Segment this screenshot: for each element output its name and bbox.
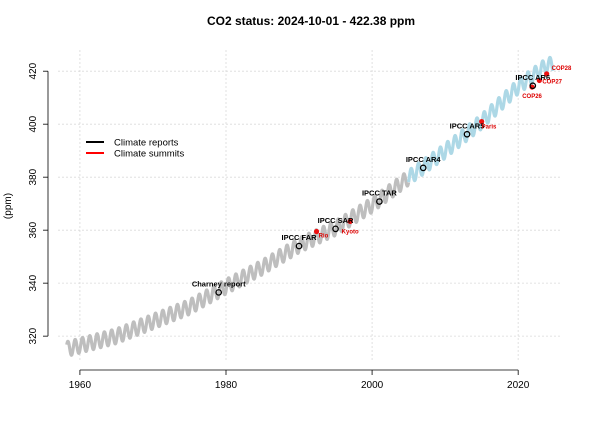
- summit-label-1: Kyoto: [342, 229, 359, 235]
- chart-title: CO2 status: 2024-10-01 - 422.38 ppm: [207, 14, 415, 28]
- curve-layer: [65, 55, 555, 357]
- x-tick-label-3: 2020: [507, 380, 530, 391]
- y-tick-label-3: 380: [28, 168, 39, 185]
- summit-label-3: COP26: [522, 94, 542, 100]
- legend-label-reports: Climate reports: [114, 138, 179, 149]
- summit-marker-2: [479, 118, 485, 125]
- summit-marker-0: [313, 228, 320, 235]
- x-tick-label-0: 1960: [69, 380, 92, 391]
- report-label-0: Charney report: [192, 279, 246, 288]
- co2-series-1: [407, 55, 555, 183]
- report-marker-6: [529, 82, 537, 90]
- summit-label-2: Paris: [482, 125, 497, 131]
- summit-marker-1: [347, 218, 353, 225]
- legend-label-summits: Climate summits: [114, 149, 184, 160]
- summit-marker-4: [536, 77, 542, 84]
- x-tick-label-2: 2000: [361, 380, 384, 391]
- report-label-3: IPCC TAR: [362, 189, 397, 198]
- report-label-6: IPCC AR6: [515, 73, 550, 82]
- report-marker-5: [463, 130, 471, 138]
- report-label-5: IPCC AR5: [450, 121, 485, 130]
- report-marker-1: [295, 242, 303, 250]
- legend: Climate reports Climate summits: [86, 138, 184, 160]
- y-tick-label-0: 320: [28, 327, 39, 344]
- summit-label-5: COP28: [552, 66, 572, 72]
- summit-label-0: Rio: [319, 233, 329, 239]
- report-label-4: IPCC AR4: [406, 155, 442, 164]
- report-marker-3: [376, 198, 383, 205]
- y-axis-label: (ppm): [3, 193, 14, 219]
- axes-layer: 1960 1980 2000 2020 320 340 360 380 400 420: [28, 62, 530, 391]
- y-tick-label-4: 400: [28, 115, 39, 132]
- report-marker-2: [332, 225, 339, 233]
- report-label-1: IPCC FAR: [282, 233, 318, 242]
- summit-label-4: COP27: [542, 79, 562, 85]
- y-tick-label-2: 360: [28, 221, 39, 238]
- x-tick-label-1: 1980: [215, 380, 238, 391]
- report-marker-0: [215, 289, 223, 296]
- co2-series-0: [65, 172, 411, 357]
- report-label-2: IPCC SAR: [318, 216, 354, 225]
- y-tick-label-5: 420: [28, 62, 39, 79]
- y-tick-label-1: 340: [28, 274, 39, 291]
- report-marker-4: [419, 164, 427, 172]
- summit-marker-5: [544, 71, 550, 77]
- grid-layer: [58, 50, 562, 360]
